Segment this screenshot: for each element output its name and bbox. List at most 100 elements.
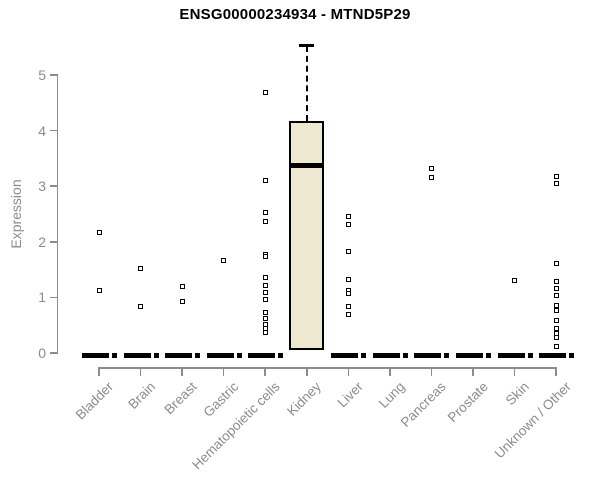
zero-dot (153, 352, 159, 358)
zero-dot (195, 352, 201, 358)
y-tick (50, 296, 58, 299)
x-tick-label-pancreas: Pancreas (398, 379, 450, 430)
zero-dot (485, 352, 491, 358)
zero-bar (123, 352, 151, 358)
outlier-point (262, 297, 268, 303)
y-tick (50, 74, 58, 76)
x-tick (430, 368, 433, 376)
box (289, 120, 325, 351)
outlier-point (428, 165, 434, 171)
x-tick-label-prostate: Prostate (444, 379, 491, 426)
x-tick (222, 368, 225, 376)
zero-bar (206, 352, 234, 358)
x-axis-line (98, 367, 558, 369)
x-tick-label-brain: Brain (125, 379, 159, 412)
outlier-point (512, 277, 517, 283)
outlier-point (345, 304, 351, 310)
outlier-point (345, 311, 351, 317)
outlier-point (262, 310, 268, 316)
outlier-point (345, 248, 351, 254)
outlier-point (345, 221, 351, 227)
y-tick-label: 2 (38, 233, 46, 250)
x-tick (139, 368, 142, 376)
outlier-point (179, 283, 185, 289)
outlier-point (553, 174, 559, 180)
outlier-point (262, 275, 268, 281)
outlier-point (553, 302, 559, 308)
outlier-point (345, 291, 351, 296)
y-tick-label: 1 (38, 289, 46, 306)
x-tick-label-unknown-other: Unknown / Other (491, 379, 574, 462)
chart-title: ENSG00000234934 - MTND5P29 (179, 6, 411, 23)
outlier-point (553, 343, 559, 349)
outlier-point (138, 265, 144, 271)
x-tick-label-skin: Skin (502, 379, 533, 409)
outlier-point (262, 282, 268, 288)
x-tick-label-liver: Liver (334, 379, 366, 411)
zero-dot (402, 352, 408, 358)
zero-dot (569, 352, 575, 358)
zero-bar (82, 352, 109, 358)
outlier-point (262, 89, 268, 95)
outlier-point (96, 287, 102, 293)
zero-bar (455, 352, 483, 358)
x-tick-label-bladder: Bladder (73, 379, 117, 423)
outlier-point (262, 209, 268, 215)
y-tick (50, 241, 58, 243)
zero-dot (112, 352, 117, 358)
outlier-point (179, 298, 185, 304)
outlier-point (553, 326, 559, 332)
zero-bar (248, 352, 276, 358)
zero-dot (361, 352, 367, 358)
outlier-point (553, 286, 559, 291)
outlier-point (553, 335, 559, 341)
outlier-point (138, 304, 144, 310)
outlier-point (96, 229, 102, 235)
y-tick-label: 0 (38, 345, 46, 361)
zero-bar (165, 352, 193, 358)
x-tick-label-kidney: Kidney (284, 379, 325, 419)
outlier-point (428, 174, 434, 180)
outlier-point (345, 214, 351, 220)
y-tick-label: 5 (38, 67, 46, 83)
x-tick (181, 368, 183, 376)
y-tick-label: 4 (38, 122, 46, 139)
x-tick (389, 368, 391, 376)
zero-bar (497, 352, 525, 358)
x-tick-label-lung: Lung (375, 379, 408, 411)
y-tick-label: 3 (38, 178, 46, 195)
whisker-cap (299, 44, 315, 47)
zero-bar (331, 352, 359, 358)
zero-bar (372, 352, 400, 358)
x-tick-label-gastric: Gastric (200, 379, 242, 420)
y-tick (50, 352, 58, 354)
zero-bar (414, 352, 442, 358)
outlier-point (262, 253, 268, 259)
outlier-point (221, 258, 227, 264)
y-axis-line (56, 74, 58, 354)
outlier-point (553, 292, 559, 298)
outlier-point (553, 180, 559, 186)
outlier-point (262, 316, 268, 322)
y-tick (50, 185, 58, 187)
zero-bar (539, 352, 567, 358)
outlier-point (553, 307, 559, 313)
zero-dot (527, 352, 533, 358)
median-line (289, 163, 325, 168)
outlier-point (262, 177, 268, 183)
whisker-line (305, 46, 308, 121)
x-tick (98, 368, 100, 376)
outlier-point (345, 277, 351, 283)
outlier-point (553, 260, 559, 266)
outlier-point (262, 289, 268, 295)
x-tick (306, 368, 308, 376)
zero-dot (444, 352, 450, 358)
outlier-point (553, 279, 559, 285)
zero-dot (236, 352, 242, 358)
outlier-point (262, 218, 268, 224)
x-tick (472, 368, 474, 376)
y-tick (50, 129, 58, 132)
outlier-point (553, 317, 559, 323)
x-tick-label-breast: Breast (161, 379, 200, 418)
